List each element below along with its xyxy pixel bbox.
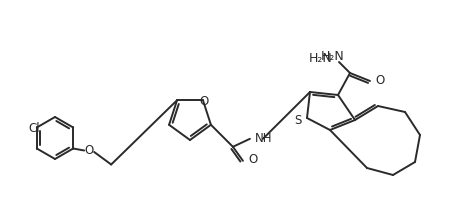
Text: O: O bbox=[85, 144, 94, 157]
Text: O: O bbox=[375, 75, 384, 87]
Text: H₂N: H₂N bbox=[321, 50, 345, 63]
Text: Cl: Cl bbox=[28, 121, 40, 135]
Text: H₂N: H₂N bbox=[309, 52, 333, 65]
Text: O: O bbox=[199, 95, 208, 108]
Text: O: O bbox=[248, 153, 257, 166]
Text: NH: NH bbox=[255, 132, 272, 145]
Text: S: S bbox=[295, 115, 302, 127]
